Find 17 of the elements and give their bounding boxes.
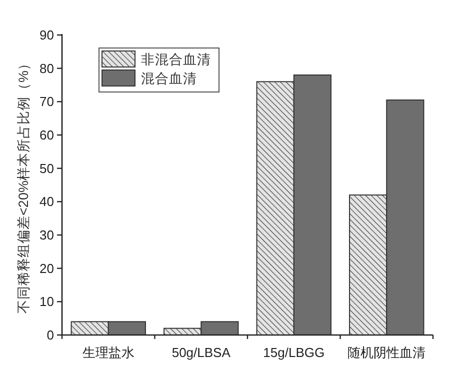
y-tick-label: 40 [40,194,54,210]
y-tick-label: 50 [40,160,54,176]
x-tick-label: 15g/LBGG [263,345,325,360]
y-tick-label: 60 [40,128,54,142]
y-tick-label: 30 [40,228,54,242]
y-tick-label: 20 [40,260,54,276]
legend-label: 混合血清 [141,71,197,87]
y-tick-label: 10 [40,294,54,310]
y-tick-label: 0 [46,328,54,342]
y-axis-title: 不同稀释组偏差<20%样本所占比例（%） [16,56,31,314]
x-tick-label: 生理盐水 [82,345,134,360]
y-tick-label: 80 [40,60,54,76]
legend-label: 非混合血清 [141,52,211,68]
y-tick-label: 90 [40,28,54,42]
y-tick-label: 70 [40,94,54,110]
x-tick-label: 随机阴性血清 [348,345,426,360]
x-tick-label: 50g/LBSA [172,345,231,360]
